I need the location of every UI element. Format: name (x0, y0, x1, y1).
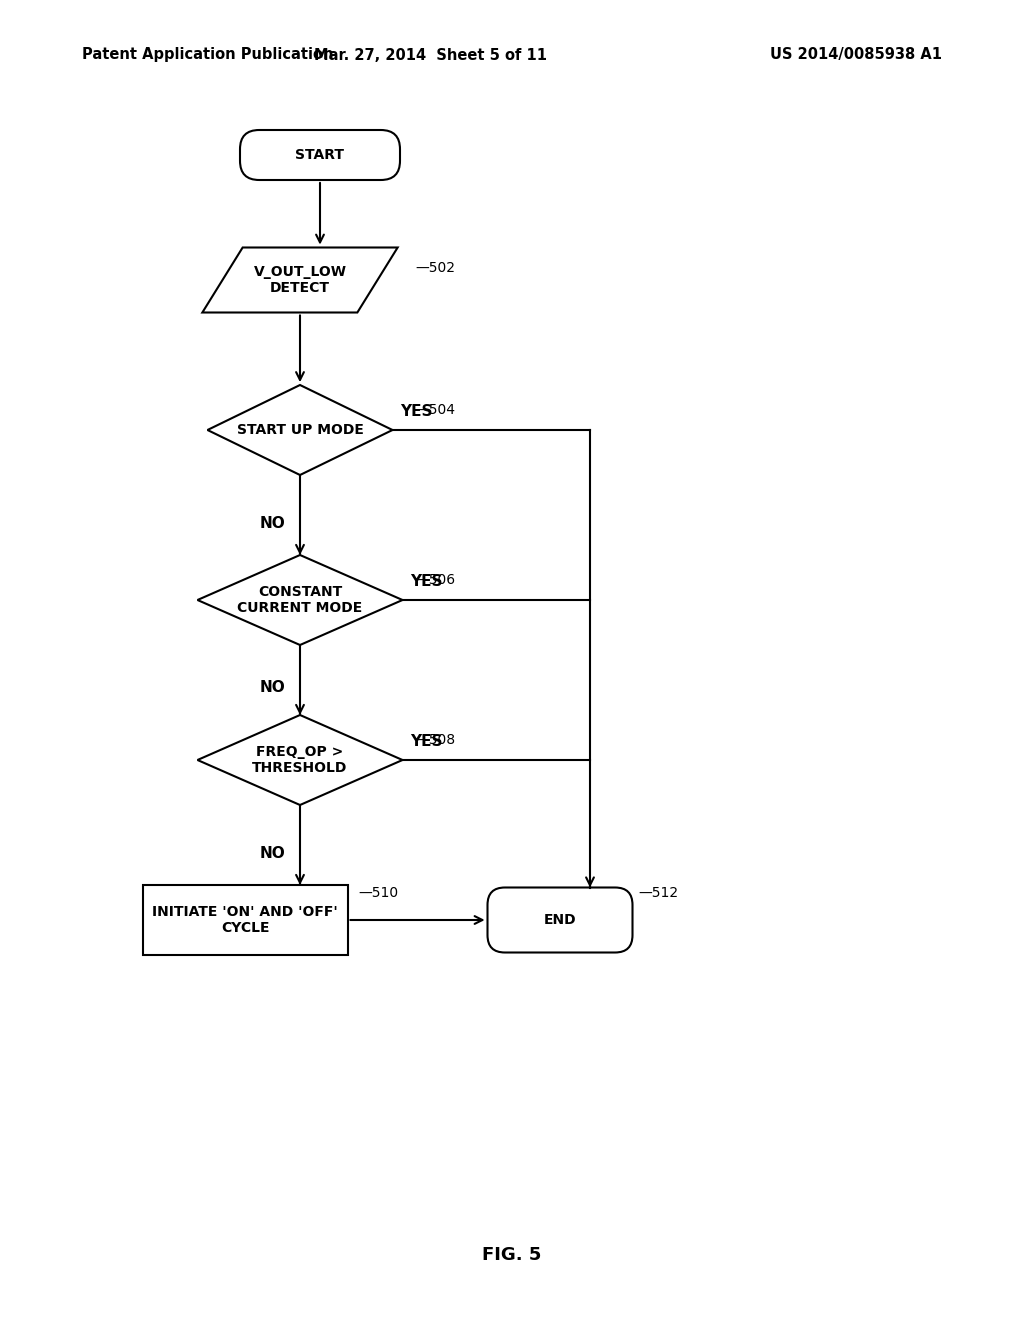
Text: INITIATE 'ON' AND 'OFF'
CYCLE: INITIATE 'ON' AND 'OFF' CYCLE (153, 906, 338, 935)
FancyBboxPatch shape (240, 129, 400, 180)
Text: NO: NO (259, 846, 285, 861)
Text: US 2014/0085938 A1: US 2014/0085938 A1 (770, 48, 942, 62)
Text: FIG. 5: FIG. 5 (482, 1246, 542, 1265)
Text: START: START (296, 148, 344, 162)
Text: —508: —508 (415, 733, 455, 747)
Text: —510: —510 (358, 886, 398, 900)
Polygon shape (203, 248, 397, 313)
Text: FREQ_OP >
THRESHOLD: FREQ_OP > THRESHOLD (252, 744, 348, 775)
Text: —504: —504 (415, 403, 455, 417)
Text: START UP MODE: START UP MODE (237, 422, 364, 437)
Bar (142, 884, 347, 954)
Text: NO: NO (259, 516, 285, 531)
Text: Mar. 27, 2014  Sheet 5 of 11: Mar. 27, 2014 Sheet 5 of 11 (313, 48, 547, 62)
Text: YES: YES (411, 574, 443, 590)
Text: —506: —506 (415, 573, 455, 587)
Polygon shape (208, 385, 392, 475)
FancyBboxPatch shape (487, 887, 633, 953)
Text: —512: —512 (638, 886, 678, 900)
Polygon shape (198, 715, 402, 805)
Text: YES: YES (411, 734, 443, 750)
Text: CONSTANT
CURRENT MODE: CONSTANT CURRENT MODE (238, 585, 362, 615)
Text: Patent Application Publication: Patent Application Publication (82, 48, 334, 62)
Text: YES: YES (400, 404, 433, 420)
Text: —502: —502 (415, 261, 455, 275)
Text: END: END (544, 913, 577, 927)
Polygon shape (198, 554, 402, 645)
Text: NO: NO (259, 681, 285, 696)
Text: V_OUT_LOW
DETECT: V_OUT_LOW DETECT (254, 265, 346, 296)
